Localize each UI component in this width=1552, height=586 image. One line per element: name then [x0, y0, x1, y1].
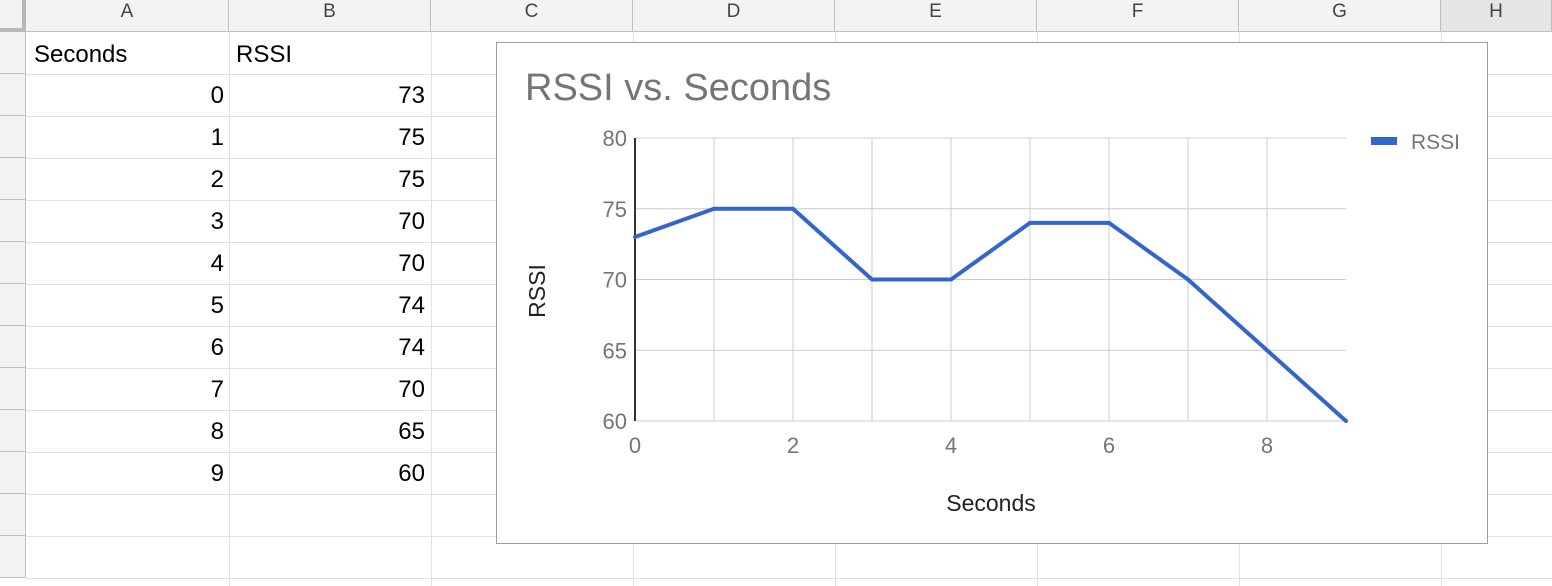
header-cell-rssi[interactable]: RSSI: [236, 41, 293, 68]
x-tick-label: 4: [945, 433, 957, 458]
y-axis-title: RSSI: [524, 264, 550, 318]
data-point: [1344, 419, 1348, 423]
data-point: [712, 206, 716, 211]
series-line-rssi: [634, 206, 1348, 423]
column-header-c[interactable]: C: [431, 0, 633, 32]
cell-rssi[interactable]: 70: [398, 250, 425, 277]
select-all-corner[interactable]: [0, 0, 26, 32]
row-gridline: [26, 578, 1552, 579]
header-cell-seconds[interactable]: Seconds: [34, 41, 128, 68]
chart-title: RSSI vs. Seconds: [525, 67, 832, 109]
cell-seconds[interactable]: 4: [210, 250, 224, 277]
y-tick-label: 65: [603, 338, 627, 363]
cell-seconds[interactable]: 2: [210, 166, 224, 193]
cell-rssi[interactable]: 74: [398, 334, 425, 361]
column-header-d[interactable]: D: [633, 0, 835, 32]
line-chart[interactable]: RSSI vs. Seconds 60 65 70 75 80 0 2 4 6 8 RSSI Seco…: [496, 42, 1488, 544]
data-point: [1107, 220, 1111, 225]
legend-swatch: [1371, 137, 1397, 145]
row-header[interactable]: [0, 494, 26, 536]
data-point: [1028, 220, 1032, 225]
column-header-e[interactable]: E: [835, 0, 1037, 32]
x-tick-label: 0: [629, 433, 641, 458]
column-header-a[interactable]: A: [26, 0, 229, 32]
cell-seconds[interactable]: 9: [210, 460, 224, 487]
cell-seconds[interactable]: 6: [210, 334, 224, 361]
row-header[interactable]: [0, 242, 26, 284]
select-all-marker: [0, 0, 26, 32]
row-header[interactable]: [0, 284, 26, 326]
cell-rssi[interactable]: 75: [398, 166, 425, 193]
cell-seconds[interactable]: 3: [210, 208, 224, 235]
cell-rssi[interactable]: 74: [398, 292, 425, 319]
cell-seconds[interactable]: 7: [210, 376, 224, 403]
x-axis-title: Seconds: [946, 490, 1036, 516]
y-tick-label: 80: [603, 126, 627, 151]
data-point: [870, 277, 874, 282]
row-header[interactable]: [0, 32, 26, 74]
cell-rssi[interactable]: 65: [398, 418, 425, 445]
row-header[interactable]: [0, 326, 26, 368]
cell-rssi[interactable]: 70: [398, 376, 425, 403]
row-header[interactable]: [0, 74, 26, 116]
column-gridline: [431, 32, 432, 586]
row-header[interactable]: [0, 200, 26, 242]
data-point: [949, 277, 953, 282]
cell-rssi[interactable]: 75: [398, 124, 425, 151]
y-tick-label: 60: [603, 409, 627, 434]
data-point: [1265, 348, 1269, 353]
row-header[interactable]: [0, 452, 26, 494]
chart-plot-area: 60 65 70 75 80 0 2 4 6 8 RSSI Seconds RSSI: [524, 126, 1460, 516]
legend-label: RSSI: [1411, 131, 1460, 154]
data-point: [791, 206, 795, 211]
cell-seconds[interactable]: 5: [210, 292, 224, 319]
x-tick-label: 6: [1103, 433, 1115, 458]
cell-seconds[interactable]: 8: [210, 418, 224, 445]
cell-seconds[interactable]: 0: [210, 82, 224, 109]
column-header-h[interactable]: H: [1441, 0, 1552, 32]
row-header[interactable]: [0, 536, 26, 578]
cell-rssi[interactable]: 70: [398, 208, 425, 235]
x-tick-label: 2: [787, 433, 799, 458]
data-point: [633, 235, 637, 240]
column-header-g[interactable]: G: [1239, 0, 1441, 32]
cell-rssi[interactable]: 60: [398, 460, 425, 487]
cell-rssi[interactable]: 73: [398, 82, 425, 109]
cell-seconds[interactable]: 1: [210, 124, 224, 151]
row-header[interactable]: [0, 116, 26, 158]
row-header[interactable]: [0, 368, 26, 410]
data-point: [1186, 277, 1190, 282]
column-header-f[interactable]: F: [1037, 0, 1239, 32]
row-header[interactable]: [0, 158, 26, 200]
row-header[interactable]: [0, 410, 26, 452]
y-tick-label: 70: [603, 268, 627, 293]
column-header-b[interactable]: B: [229, 0, 431, 32]
y-tick-label: 75: [603, 197, 627, 222]
x-tick-label: 8: [1261, 433, 1273, 458]
column-gridline: [229, 32, 230, 586]
